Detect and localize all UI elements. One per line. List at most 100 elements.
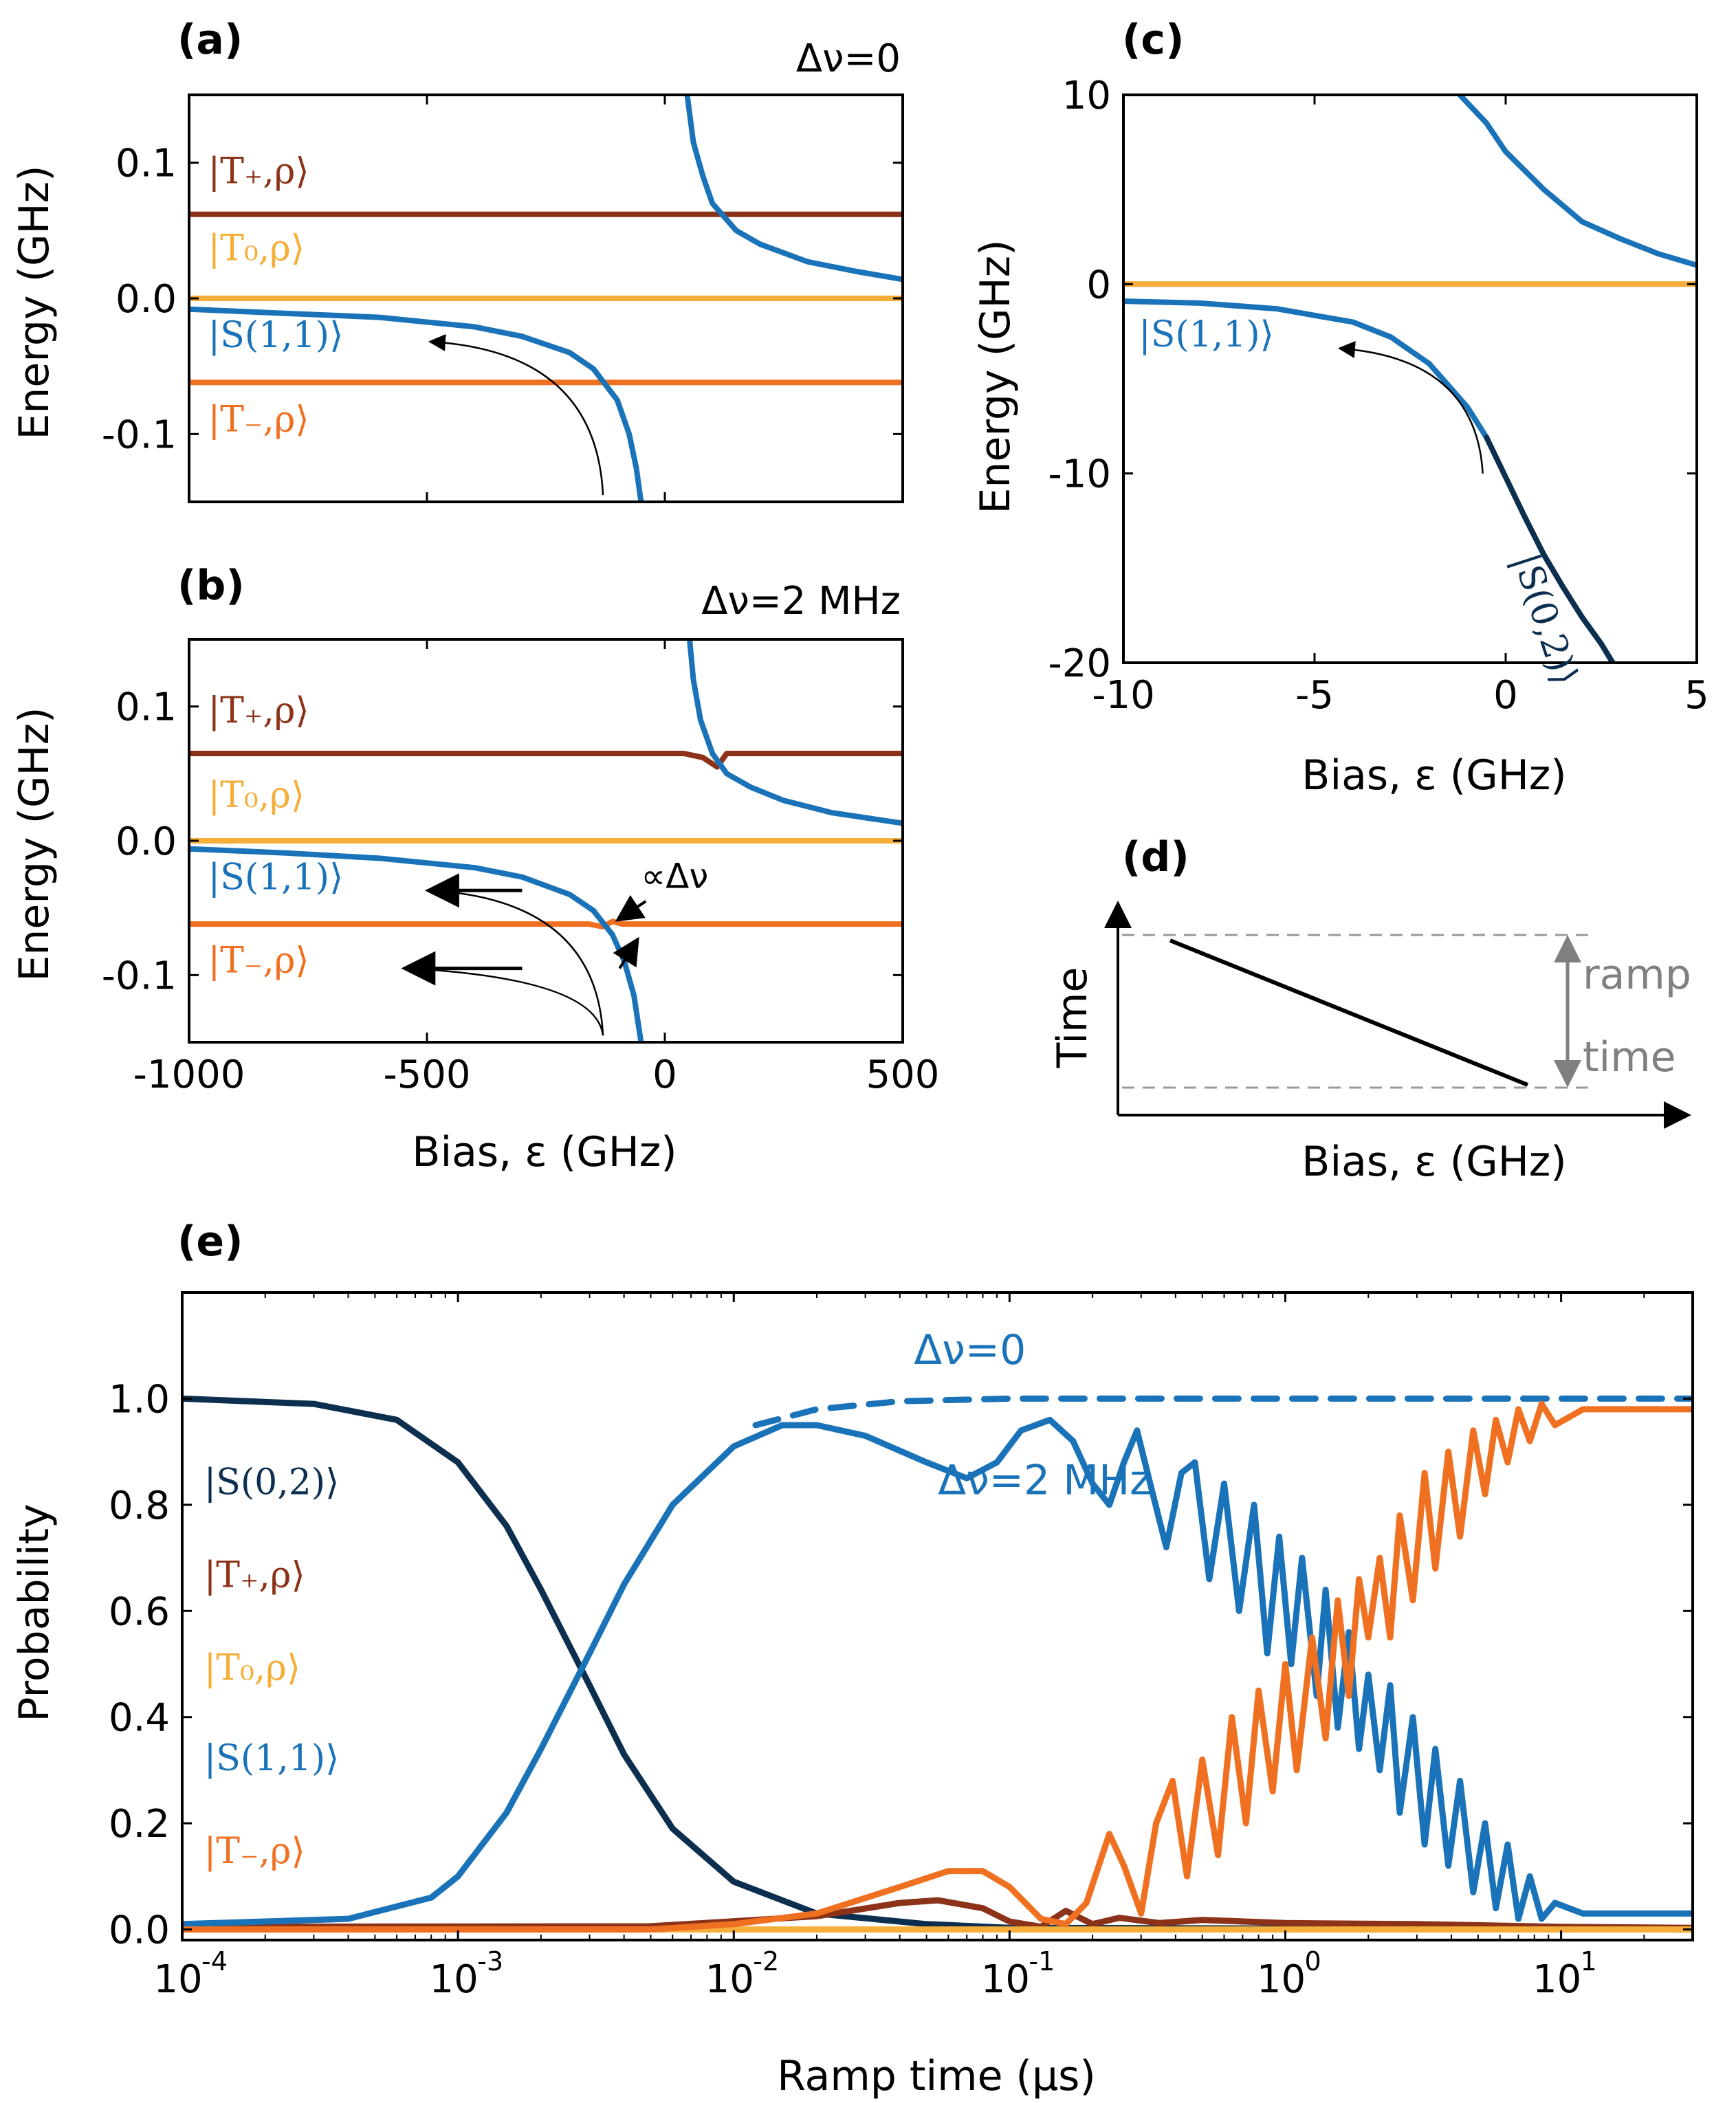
panel-c-x-label: Bias, ε (GHz) bbox=[1301, 751, 1566, 800]
panel-c-arrow-0 bbox=[1337, 341, 1484, 474]
panel-b-series-s-lower bbox=[189, 846, 644, 1042]
panel-b-series-s-upper bbox=[687, 639, 903, 826]
panel-e-label: (e) bbox=[177, 1218, 243, 1266]
panel-c-label: (c) bbox=[1122, 16, 1184, 64]
panel-c-series-group bbox=[1123, 95, 1697, 663]
panel-a-state-label: |T₋,ρ⟩ bbox=[208, 399, 309, 440]
panel-e-state-label: |T₊,ρ⟩ bbox=[204, 1555, 305, 1596]
panel-e-xtick-label: 10 bbox=[981, 1957, 1030, 2002]
panel-e-xtick-exponent: -1 bbox=[1029, 1946, 1055, 1977]
panel-c-state-label: |S(1,1)⟩ bbox=[1139, 314, 1274, 355]
panel-d: (d) Time Bias, ε (GHz) ramp time bbox=[1048, 833, 1691, 1186]
panel-b-series-t-branch bbox=[189, 751, 903, 770]
panel-e-series-s-1-1-2-mhz bbox=[182, 1416, 1693, 1928]
panel-e-xtick-exponent: -3 bbox=[477, 1946, 503, 1977]
panel-d-ramp-label: ramp bbox=[1583, 951, 1691, 999]
panel-e-ytick-label: 0.0 bbox=[109, 1908, 170, 1953]
panel-b-state-label: |T₋,ρ⟩ bbox=[208, 940, 309, 981]
panel-c-ytick-label: 0 bbox=[1086, 263, 1111, 307]
panel-a-state-label: |T₀,ρ⟩ bbox=[208, 228, 305, 269]
panel-e-ytick-label: 0.2 bbox=[109, 1802, 170, 1847]
panel-c-frame bbox=[1122, 93, 1698, 664]
panel-e-curve-label: Δν=2 MHz bbox=[938, 1456, 1151, 1504]
panel-c-state-label: |S(0,2)⟩ bbox=[1505, 549, 1586, 690]
panel-e-state-label: |T₀,ρ⟩ bbox=[204, 1648, 300, 1689]
panel-e-y-label: Probability bbox=[10, 1504, 58, 1721]
panel-b-state-label: |T₊,ρ⟩ bbox=[208, 690, 309, 731]
panel-e-xtick-exponent: 1 bbox=[1581, 1946, 1597, 1977]
panel-c-xtick-label: -10 bbox=[1092, 673, 1154, 718]
panel-c-xtick-label: -5 bbox=[1295, 673, 1334, 718]
panel-b-y-label: Energy (GHz) bbox=[10, 707, 58, 981]
panel-a-title: Δν=0 bbox=[796, 36, 901, 81]
panel-e-series-s-1-1-0 bbox=[752, 1395, 1693, 1429]
panel-a-series-group bbox=[189, 95, 903, 502]
panel-d-x-label: Bias, ε (GHz) bbox=[1301, 1138, 1566, 1186]
panel-d-label: (d) bbox=[1122, 833, 1189, 881]
panel-e: (e) Probability Ramp time (μs) 1.0 0.8 0.6… bbox=[10, 1218, 1694, 2100]
panel-b-state-label: |T₀,ρ⟩ bbox=[208, 775, 305, 816]
panel-e-xtick-label: 10 bbox=[1257, 1957, 1306, 2002]
panel-e-state-label: |S(1,1)⟩ bbox=[204, 1738, 340, 1779]
panel-e-xtick-label: 10 bbox=[1532, 1957, 1581, 2002]
panel-b-xtick-label: 0 bbox=[652, 1053, 677, 1097]
panel-e-xtick-label: 10 bbox=[153, 1957, 202, 2002]
panel-a-label: (a) bbox=[177, 16, 243, 64]
panel-e-ytick-label: 1.0 bbox=[109, 1377, 170, 1422]
panel-e-frame bbox=[181, 1291, 1694, 1941]
panel-c-ytick-label: -10 bbox=[1048, 452, 1111, 497]
panel-e-xtick-label: 10 bbox=[705, 1957, 754, 2002]
panel-c-ytick-label: 10 bbox=[1062, 74, 1111, 118]
panel-e-x-label: Ramp time (μs) bbox=[777, 2052, 1096, 2100]
panel-a: (a) Δν=0 Energy (GHz) 0.1 0.0 -0.1 |T₊,ρ⟩ |T… bbox=[10, 16, 904, 503]
panel-a-ytick-label: 0.0 bbox=[116, 277, 177, 322]
panel-e-state-label: |T₋,ρ⟩ bbox=[204, 1831, 305, 1872]
panel-e-curve-label: Δν=0 bbox=[914, 1326, 1026, 1374]
panel-e-xtick-exponent: 0 bbox=[1304, 1946, 1321, 1977]
panel-d-time-label: time bbox=[1583, 1033, 1676, 1081]
panel-b-ytick-label: -0.1 bbox=[102, 954, 177, 998]
panel-b-label: (b) bbox=[177, 562, 245, 610]
panel-b-gap-arrow-bottom bbox=[613, 936, 639, 969]
panel-b-arrow-0 bbox=[428, 883, 604, 1036]
panel-c-y-label: Energy (GHz) bbox=[971, 239, 1020, 514]
panel-e-series-t- bbox=[182, 1897, 1693, 1931]
panel-e-xtick-exponent: -4 bbox=[201, 1946, 228, 1977]
panel-b-series-t-branch bbox=[189, 918, 903, 929]
panel-e-ytick-label: 0.6 bbox=[109, 1589, 170, 1634]
panel-c-series-s-lower bbox=[1123, 298, 1490, 441]
panel-b-xtick-label: 500 bbox=[866, 1053, 940, 1097]
panel-d-y-label: Time bbox=[1048, 967, 1097, 1069]
panel-e-ytick-label: 0.4 bbox=[109, 1696, 170, 1741]
panel-a-y-label: Energy (GHz) bbox=[10, 165, 58, 439]
panel-e-series-group bbox=[182, 1395, 1693, 1933]
panel-a-series-s-lower bbox=[189, 306, 644, 502]
panel-a-arrow-0 bbox=[428, 333, 604, 496]
panel-e-xtick-exponent: -2 bbox=[753, 1946, 779, 1977]
panel-c: (c) Energy (GHz) Bias, ε (GHz) 100-10-20… bbox=[971, 16, 1709, 800]
panel-b-series-group bbox=[189, 639, 903, 1042]
panel-b: (b) Δν=2 MHz Energy (GHz) Bias, ε (GHz) … bbox=[10, 562, 939, 1176]
panel-b-ytick-label: 0.1 bbox=[116, 685, 177, 730]
panel-c-xtick-label: 0 bbox=[1493, 673, 1518, 718]
panel-e-state-label: |S(0,2)⟩ bbox=[204, 1462, 340, 1503]
panel-b-xtick-label: -500 bbox=[383, 1053, 470, 1097]
panel-c-xtick-label: 5 bbox=[1684, 673, 1709, 718]
panel-c-series-s-upper bbox=[1457, 95, 1697, 268]
panel-e-xtick-label: 10 bbox=[429, 1957, 478, 2002]
panel-b-arrow-1 bbox=[404, 960, 604, 1036]
panel-a-series-s-upper bbox=[684, 95, 903, 283]
panel-b-state-label: |S(1,1)⟩ bbox=[208, 857, 344, 898]
panel-a-state-label: |S(1,1)⟩ bbox=[208, 315, 344, 356]
panel-b-xtick-label: -1000 bbox=[133, 1053, 245, 1097]
panel-b-x-label: Bias, ε (GHz) bbox=[412, 1128, 677, 1176]
panel-a-ytick-label: 0.1 bbox=[116, 142, 177, 186]
panel-b-annotation: ∝Δν bbox=[641, 856, 708, 896]
panel-b-gap-arrow-top bbox=[615, 894, 647, 922]
panel-e-series-s-0-2- bbox=[182, 1395, 1693, 1933]
panel-a-state-label: |T₊,ρ⟩ bbox=[208, 151, 309, 192]
panel-b-ytick-label: 0.0 bbox=[116, 819, 177, 864]
panel-e-series-t- bbox=[182, 1400, 1693, 1933]
panel-e-ytick-label: 0.8 bbox=[109, 1484, 170, 1528]
